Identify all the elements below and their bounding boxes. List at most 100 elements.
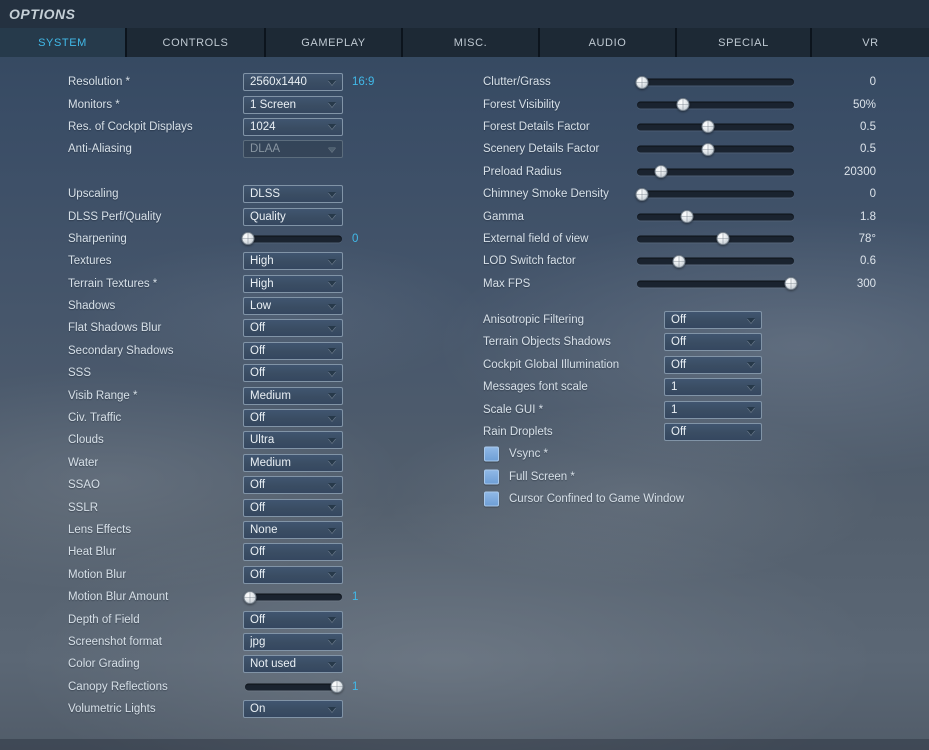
slider-value: 0.6 xyxy=(860,255,876,268)
option-label: Screenshot format xyxy=(68,635,162,648)
option-row-terrain-textures: Terrain Textures * High xyxy=(0,273,929,295)
volumetric-lights-dropdown[interactable]: On xyxy=(243,700,343,719)
chevron-down-icon xyxy=(328,214,336,220)
tab-special[interactable]: SPECIAL xyxy=(677,28,812,57)
clutter-grass-slider[interactable] xyxy=(635,75,794,89)
cockpit-global-illumination-dropdown[interactable]: Off xyxy=(664,355,762,374)
option-row-sss: SSS Off xyxy=(0,362,929,384)
anisotropic-filtering-dropdown[interactable]: Off xyxy=(664,311,762,330)
forest-details-factor-slider-handle[interactable] xyxy=(701,120,715,134)
external-field-of-view-slider-handle[interactable] xyxy=(716,232,730,246)
depth-of-field-dropdown[interactable]: Off xyxy=(243,610,343,629)
monitors-dropdown[interactable]: 1 Screen xyxy=(243,95,343,114)
preload-radius-slider-handle[interactable] xyxy=(654,165,668,179)
motion-blur-dropdown[interactable]: Off xyxy=(243,565,343,584)
ssao-dropdown[interactable]: Off xyxy=(243,476,343,495)
dropdown-value: Not used xyxy=(250,658,297,671)
option-row-gamma: Gamma 1.8 xyxy=(0,205,929,227)
water-dropdown[interactable]: Medium xyxy=(243,453,343,472)
option-label: Volumetric Lights xyxy=(68,703,156,716)
clutter-grass-slider-handle[interactable] xyxy=(635,75,649,89)
chevron-down-icon xyxy=(328,505,336,511)
shadows-dropdown[interactable]: Low xyxy=(243,297,343,316)
option-label: LOD Switch factor xyxy=(483,255,576,268)
option-label: Sharpening xyxy=(68,232,127,245)
option-label: Visib Range * xyxy=(68,389,138,402)
canopy-reflections-slider-handle[interactable] xyxy=(330,680,344,694)
terrain-objects-shadows-dropdown[interactable]: Off xyxy=(664,333,762,352)
chevron-down-icon xyxy=(328,482,336,488)
canopy-reflections-slider[interactable] xyxy=(245,680,344,694)
option-row-cockpit-global-illumination: Cockpit Global Illumination Off xyxy=(0,354,929,376)
scenery-details-factor-slider-handle[interactable] xyxy=(701,142,715,156)
vsync-checkbox[interactable] xyxy=(484,446,499,462)
tab-system[interactable]: SYSTEM xyxy=(0,28,127,57)
motion-blur-amount-slider-handle[interactable] xyxy=(243,590,257,604)
gamma-slider-handle[interactable] xyxy=(680,210,694,224)
color-grading-dropdown[interactable]: Not used xyxy=(243,655,343,674)
textures-dropdown[interactable]: High xyxy=(243,252,343,271)
tab-bar: SYSTEM CONTROLS GAMEPLAY MISC. AUDIO SPECIAL V… xyxy=(0,28,929,57)
chevron-down-icon xyxy=(328,325,336,331)
sslr-dropdown[interactable]: Off xyxy=(243,498,343,517)
sss-dropdown[interactable]: Off xyxy=(243,364,343,383)
chevron-down-icon xyxy=(328,460,336,466)
option-label: Shadows xyxy=(68,300,116,313)
tab-misc[interactable]: MISC. xyxy=(403,28,540,57)
chevron-down-icon xyxy=(328,415,336,421)
motion-blur-amount-slider[interactable] xyxy=(243,590,342,604)
lod-switch-factor-slider-handle[interactable] xyxy=(672,254,686,268)
option-label: Motion Blur xyxy=(68,568,127,581)
option-row-volumetric-lights: Volumetric Lights On xyxy=(0,698,929,720)
chimney-smoke-density-slider[interactable] xyxy=(635,187,794,201)
res-of-cockpit-displays-dropdown[interactable]: 1024 xyxy=(243,117,343,136)
chevron-down-icon xyxy=(328,102,336,108)
option-label: Civ. Traffic xyxy=(68,412,122,425)
tab-gameplay[interactable]: GAMEPLAY xyxy=(266,28,403,57)
chimney-smoke-density-slider-handle[interactable] xyxy=(635,187,649,201)
option-row-ssao: SSAO Off xyxy=(0,474,929,496)
civ-traffic-dropdown[interactable]: Off xyxy=(243,409,343,428)
option-label: Preload Radius xyxy=(483,165,562,178)
external-field-of-view-slider[interactable] xyxy=(637,232,794,246)
tab-vr[interactable]: VR xyxy=(812,28,929,57)
option-row-chimney-smoke-density: Chimney Smoke Density 0 xyxy=(0,183,929,205)
max-fps-slider[interactable] xyxy=(637,277,798,291)
forest-details-factor-slider[interactable] xyxy=(637,120,794,134)
option-row-depth-of-field: Depth of Field Off xyxy=(0,608,929,630)
dropdown-value: Off xyxy=(250,613,266,626)
lod-switch-factor-slider[interactable] xyxy=(637,254,794,268)
lens-effects-dropdown[interactable]: None xyxy=(243,521,343,539)
slider-value: 0 xyxy=(352,232,359,245)
resolution-dropdown[interactable]: 2560x1440 xyxy=(243,73,343,92)
sharpening-slider-handle[interactable] xyxy=(241,232,255,246)
preload-radius-slider[interactable] xyxy=(637,165,794,179)
scale-gui-dropdown[interactable]: 1 xyxy=(664,400,762,419)
rain-droplets-dropdown[interactable]: Off xyxy=(664,423,762,442)
flat-shadows-blur-dropdown[interactable]: Off xyxy=(243,319,343,338)
visib-range-dropdown[interactable]: Medium xyxy=(243,386,343,405)
terrain-textures-dropdown[interactable]: High xyxy=(243,274,343,293)
heat-blur-dropdown[interactable]: Off xyxy=(243,543,343,562)
sharpening-slider[interactable] xyxy=(241,232,342,246)
forest-visibility-slider-handle[interactable] xyxy=(676,98,690,112)
full-screen-checkbox[interactable] xyxy=(484,469,499,485)
forest-visibility-slider[interactable] xyxy=(637,98,794,112)
option-label: Anti-Aliasing xyxy=(68,143,132,156)
messages-font-scale-dropdown[interactable]: 1 xyxy=(664,378,762,397)
option-label: Monitors * xyxy=(68,98,120,111)
screenshot-format-dropdown[interactable]: jpg xyxy=(243,632,343,651)
cursor-confined-to-game-window-checkbox[interactable] xyxy=(484,491,499,507)
chevron-down-icon xyxy=(328,527,336,533)
tab-audio[interactable]: AUDIO xyxy=(540,28,677,57)
max-fps-slider-handle[interactable] xyxy=(784,277,798,291)
dlss-perf-quality-dropdown[interactable]: Quality xyxy=(243,207,343,226)
scenery-details-factor-slider[interactable] xyxy=(637,142,794,156)
chevron-down-icon xyxy=(328,281,336,287)
upscaling-dropdown[interactable]: DLSS xyxy=(243,185,343,204)
secondary-shadows-dropdown[interactable]: Off xyxy=(243,341,343,360)
option-row-lens-effects: Lens Effects None xyxy=(0,519,929,541)
clouds-dropdown[interactable]: Ultra xyxy=(243,431,343,450)
gamma-slider[interactable] xyxy=(637,210,794,224)
tab-controls[interactable]: CONTROLS xyxy=(127,28,266,57)
